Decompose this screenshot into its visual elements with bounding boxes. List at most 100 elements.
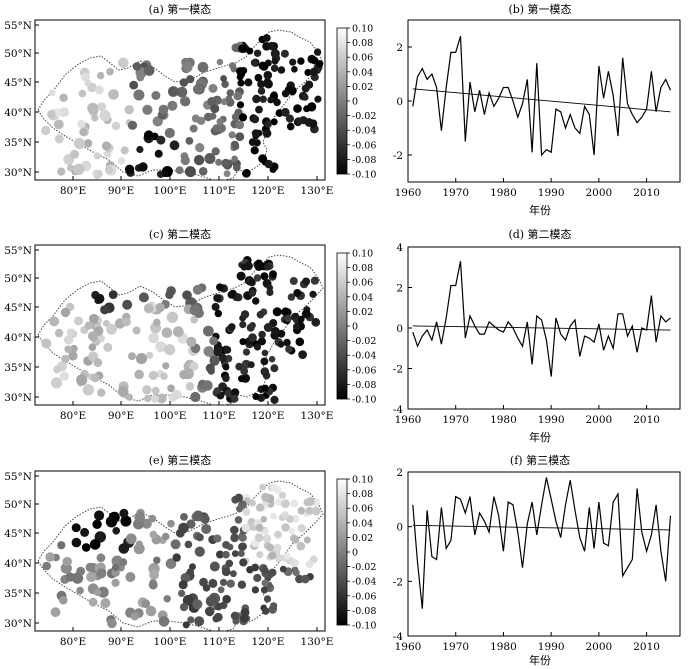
station-dot xyxy=(122,317,131,327)
station-dot xyxy=(288,527,296,535)
station-dot xyxy=(192,284,203,295)
x-tick-label: 1970 xyxy=(442,414,469,426)
station-dot xyxy=(248,278,256,287)
station-dot xyxy=(111,568,120,577)
map-title-e: (e) 第三模态 xyxy=(149,453,212,467)
station-dot xyxy=(120,515,132,527)
station-dot xyxy=(100,305,110,315)
station-dot xyxy=(313,48,322,56)
station-dot xyxy=(61,354,70,363)
station-dot xyxy=(141,518,152,529)
station-dot xyxy=(172,553,181,562)
x-tick-label: 2010 xyxy=(633,187,660,199)
x-tick-label: 1960 xyxy=(395,641,422,653)
station-dot xyxy=(291,515,300,523)
station-dot xyxy=(301,93,309,101)
station-dot xyxy=(213,534,222,543)
map-title-c: (c) 第二模态 xyxy=(149,227,211,241)
station-dot xyxy=(192,510,204,522)
station-dot xyxy=(270,364,279,373)
station-dot xyxy=(89,539,101,550)
station-dot xyxy=(216,283,224,292)
station-dot xyxy=(90,373,100,383)
map-y-tick-label: 40°N xyxy=(4,107,32,119)
station-dot xyxy=(210,104,220,114)
station-dot xyxy=(187,616,195,624)
station-dot xyxy=(279,565,287,573)
station-dot xyxy=(254,533,264,542)
station-dot xyxy=(92,519,102,529)
station-dot xyxy=(181,97,191,107)
series-title-b: (b) 第一模态 xyxy=(508,2,571,16)
station-dot xyxy=(248,333,257,343)
map-x-tick-label: 110°E xyxy=(203,185,236,197)
station-dot xyxy=(248,138,257,147)
station-dot xyxy=(277,341,285,348)
station-dot xyxy=(59,107,70,117)
station-dot xyxy=(267,41,277,51)
map-x-tick-label: 120°E xyxy=(252,410,285,422)
station-dot xyxy=(41,125,51,136)
station-dot xyxy=(215,158,223,166)
station-dot xyxy=(235,120,245,130)
station-dot xyxy=(291,535,300,544)
station-dot xyxy=(186,568,194,576)
station-dot xyxy=(226,543,234,551)
station-dot xyxy=(89,313,99,324)
station-dot xyxy=(294,117,303,125)
station-dot xyxy=(221,80,229,88)
station-dot xyxy=(230,65,238,73)
y-tick-label: -2 xyxy=(393,150,403,162)
station-dot xyxy=(256,503,265,512)
x-tick-label: 1990 xyxy=(538,641,565,653)
station-dot xyxy=(94,169,103,179)
station-dot xyxy=(256,551,264,559)
station-dot xyxy=(185,137,194,145)
map-y-tick-label: 40°N xyxy=(4,558,32,570)
station-dot xyxy=(262,534,272,544)
colorbar-tick-label: -0.06 xyxy=(352,365,376,376)
station-dot xyxy=(65,572,75,582)
station-dot xyxy=(96,553,106,563)
station-dot xyxy=(128,352,136,361)
station-dot xyxy=(211,147,220,156)
map-y-tick-label: 35°N xyxy=(4,362,32,374)
series-plot-b: 1960 1970 1980 1990 2000 2010 -2 0 2 xyxy=(393,19,681,199)
station-dot xyxy=(148,370,158,380)
y-tick-label: -2 xyxy=(393,576,403,588)
station-dot xyxy=(96,568,107,579)
station-dot xyxy=(125,572,136,582)
station-dot xyxy=(281,499,290,508)
station-dot xyxy=(178,589,186,598)
station-dot xyxy=(252,393,260,400)
station-dot xyxy=(281,523,290,532)
station-dot xyxy=(240,67,248,75)
station-dot xyxy=(158,104,169,115)
station-dot xyxy=(80,527,90,537)
station-dot xyxy=(138,292,149,303)
station-dot xyxy=(185,382,195,391)
station-dot xyxy=(91,114,99,122)
station-dot xyxy=(267,96,275,104)
station-dot xyxy=(70,344,78,353)
station-dot xyxy=(134,511,146,523)
station-dot xyxy=(251,129,260,138)
station-dot xyxy=(86,571,97,583)
station-dot xyxy=(82,384,95,396)
station-dot xyxy=(216,118,224,126)
station-dot xyxy=(213,294,222,303)
station-dot xyxy=(105,165,114,174)
station-dot xyxy=(142,104,153,115)
station-dot xyxy=(260,357,269,366)
series-xlabel-f: 年份 xyxy=(529,653,551,667)
map-axes-c: 80°E 90°E 100°E 110°E 120°E 130°E 55°N 50°N 45°N… xyxy=(4,245,333,422)
map-y-tick-label: 30°N xyxy=(4,618,32,630)
map-y-tick-label: 35°N xyxy=(4,137,32,149)
station-dot xyxy=(242,169,251,178)
map-y-tick-label: 45°N xyxy=(4,302,32,314)
series-title-f: (f) 第三模态 xyxy=(510,453,570,467)
colorbar-tick-label: -0.02 xyxy=(352,111,376,122)
station-dot xyxy=(281,511,289,519)
station-dot xyxy=(161,532,170,541)
